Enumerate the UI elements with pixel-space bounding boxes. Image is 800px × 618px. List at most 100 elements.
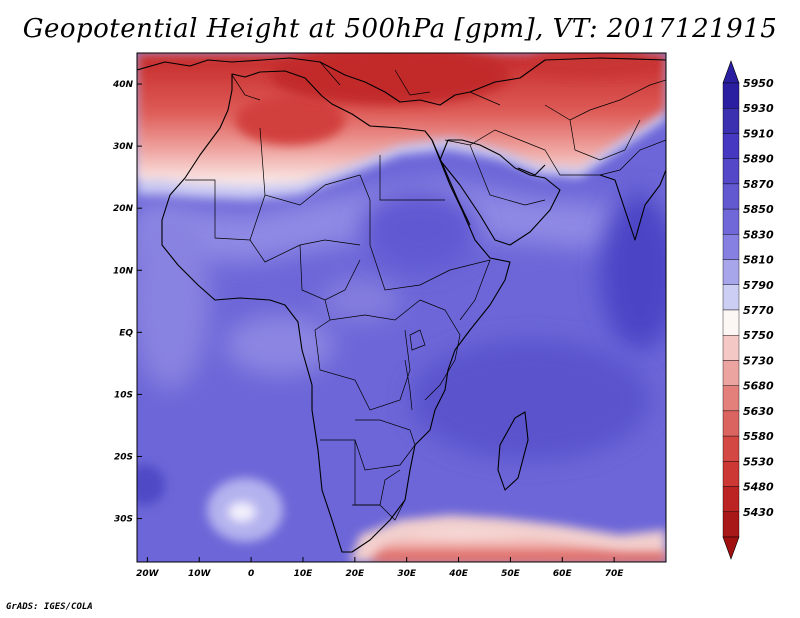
border-central-africa — [324, 299, 421, 321]
border-europe — [231, 61, 501, 106]
colorbar-swatch — [722, 183, 740, 210]
x-tick-label: 50E — [501, 569, 521, 579]
colorbar-swatch — [722, 284, 740, 311]
colorbar-swatch — [722, 259, 740, 285]
colorbar-swatch — [722, 82, 740, 109]
persian-gulf — [517, 164, 546, 176]
credit-label: GrADS: IGES/COLA — [6, 602, 93, 612]
colorbar: 5950 5930 5910 5890 5870 5850 5830 5810 5790 5770… — [722, 60, 774, 560]
field-patch-congo — [320, 278, 400, 322]
colorbar-bottom-arrow — [722, 536, 740, 560]
colorbar-label: 5770 — [743, 304, 774, 317]
field-high-south-atlantic — [137, 465, 165, 505]
border-ethiopia-somalia — [449, 259, 491, 321]
colorbar-swatch — [722, 461, 740, 487]
field-low-south-atlantic-core — [228, 502, 256, 522]
colorbar-swatch — [722, 234, 740, 260]
colorbar-swatch — [722, 511, 740, 538]
india-coastline — [599, 169, 666, 241]
colorbar-label: 5810 — [743, 254, 774, 267]
border-east-africa — [419, 299, 461, 401]
colorbar-label: 5430 — [743, 506, 774, 519]
colorbar-swatch — [722, 108, 740, 134]
colorbar-label: 5680 — [743, 380, 774, 393]
arabian-peninsula-coastline — [439, 139, 561, 246]
height-field — [137, 53, 666, 562]
colorbar-label: 5580 — [743, 430, 774, 443]
x-tick-label: 20W — [136, 569, 160, 579]
plot-frame — [136, 52, 667, 563]
border-south-africa — [352, 499, 406, 521]
colorbar-label: 5870 — [743, 178, 774, 191]
colorbar-swatch — [722, 158, 740, 185]
y-tick-label: 40N — [112, 80, 134, 90]
colorbar-label: 5890 — [743, 153, 774, 166]
x-tick-label: 30E — [397, 569, 417, 579]
country-borders — [185, 61, 666, 521]
colorbar-swatch — [722, 486, 740, 512]
colorbar-swatch — [722, 133, 740, 159]
y-axis: 40N 30N 20N 10N EQ 10S 20S 30S — [112, 80, 142, 525]
x-axis: 20W 10W 0 10E 20E 30E 40E 50E 60E 70E — [136, 557, 624, 579]
red-sea — [431, 139, 471, 226]
colorbar-swatch — [722, 435, 740, 462]
y-tick-label: 20N — [113, 204, 134, 214]
field-low-mediterranean — [270, 53, 510, 105]
x-tick-label: 70E — [605, 569, 625, 579]
x-tick-label: 10E — [294, 569, 314, 579]
y-tick-label: 10S — [114, 390, 133, 400]
field-low-central-asia — [530, 53, 650, 76]
chart-title: Geopotential Height at 500hPa [gpm], VT:… — [22, 14, 778, 44]
border-asia-north — [544, 79, 666, 121]
x-tick-label: 60E — [553, 569, 573, 579]
field-trough-south — [370, 532, 666, 562]
border-asia-central — [569, 119, 641, 161]
colorbar-label: 5630 — [743, 405, 774, 418]
colorbar-label: 5530 — [743, 455, 774, 468]
colorbar-swatch — [722, 385, 740, 412]
y-tick-label: 10N — [113, 266, 134, 276]
border-lake-tanganyika — [404, 359, 413, 411]
x-tick-label: 20E — [345, 569, 365, 579]
colorbar-swatch — [722, 309, 740, 336]
colorbar-label: 5730 — [743, 354, 774, 367]
colorbar-swatch — [722, 360, 740, 386]
y-tick-label: 30S — [114, 515, 133, 525]
colorbar-label: 5950 — [743, 77, 774, 90]
x-tick-label: 10W — [188, 569, 212, 579]
colorbar-label: 5850 — [743, 203, 774, 216]
border-middle-east — [444, 129, 666, 176]
y-tick-label: 20S — [114, 452, 133, 462]
colorbar-top-arrow — [722, 60, 740, 84]
border-arabia-internal — [469, 144, 546, 206]
field-high-arabian-sea — [600, 190, 666, 350]
colorbar-swatch — [722, 335, 740, 361]
colorbar-label: 5750 — [743, 329, 774, 342]
colorbar-label: 5480 — [743, 481, 774, 494]
x-tick-label: 40E — [448, 569, 469, 579]
field-patch-atlantic — [137, 210, 210, 390]
y-tick-label: 30N — [113, 142, 134, 152]
border-congo-basin — [314, 319, 411, 411]
colorbar-swatch — [722, 410, 740, 437]
colorbar-label: 5910 — [743, 127, 774, 140]
field-trough-north — [137, 53, 666, 186]
border-algeria-libya — [259, 127, 361, 206]
border-chad-sudan — [359, 174, 451, 291]
colorbar-swatch — [722, 208, 740, 235]
field-patch-gulf — [225, 315, 335, 375]
field-high-sudan — [360, 190, 480, 270]
colorbar-label: 5830 — [743, 228, 774, 241]
europe-coastline — [137, 57, 666, 106]
colorbar-label: 5790 — [743, 279, 774, 292]
africa-coastline — [161, 70, 511, 553]
coastlines — [137, 57, 666, 553]
border-lake-victoria — [409, 329, 426, 351]
field-high-indian-ocean — [410, 340, 650, 460]
border-sahara-west — [185, 179, 266, 241]
y-tick-label: EQ — [119, 328, 133, 338]
x-tick-label: 0 — [248, 569, 254, 579]
border-southern-africa — [320, 419, 416, 471]
colorbar-label: 5930 — [743, 102, 774, 115]
